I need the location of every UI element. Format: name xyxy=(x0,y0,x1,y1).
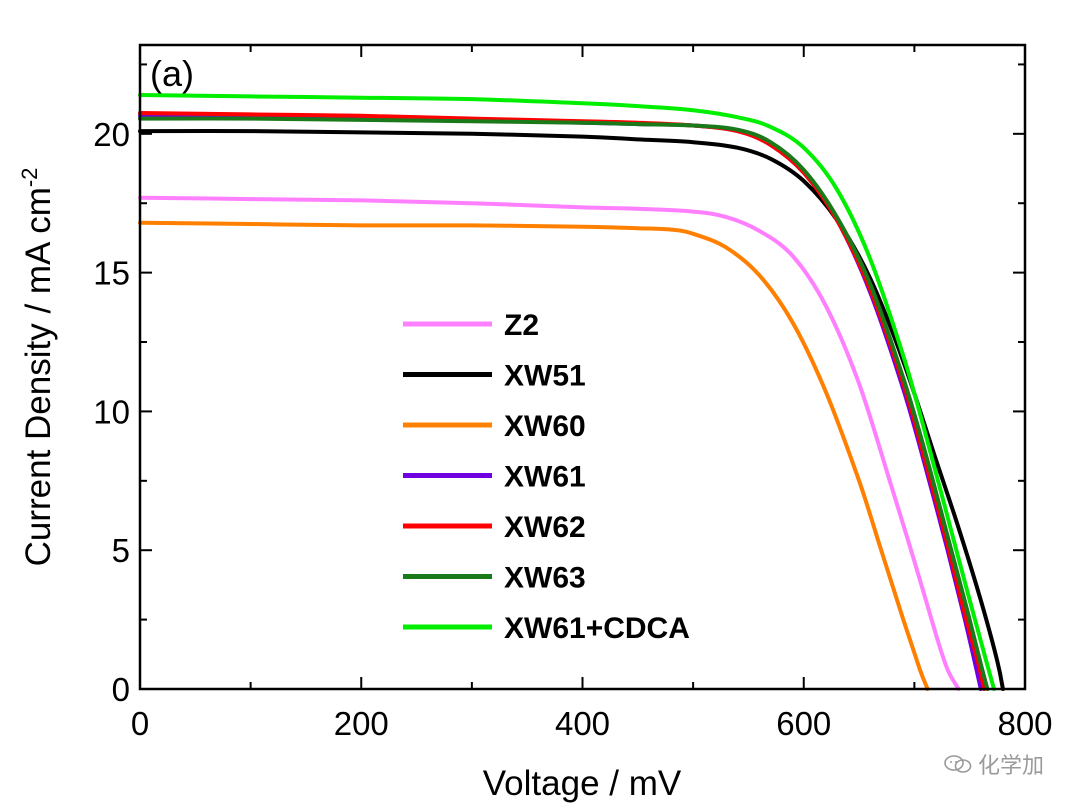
series-line-xw62 xyxy=(138,111,987,691)
legend-label: XW61+CDCA xyxy=(504,612,690,645)
y-tick-label: 20 xyxy=(93,116,130,153)
series-line-xw61 xyxy=(138,113,983,691)
series-line-xw60 xyxy=(138,220,930,691)
legend-label: XW51 xyxy=(504,360,586,393)
watermark-text: 化学加 xyxy=(977,754,1044,779)
x-axis-title: Voltage / mV xyxy=(483,764,682,803)
y-axis-title: Current Density / mA cm-2 xyxy=(17,168,58,567)
legend: Z2 XW51 XW60 XW61 XW62 XW63 XW61+CDCA xyxy=(403,309,690,645)
y-tick-labels: 0 5 10 15 20 xyxy=(93,116,130,708)
panel-label: (a) xyxy=(150,53,194,94)
y-axis-title-main: Current Density / mA cm xyxy=(19,187,58,566)
y-tick-label: 10 xyxy=(93,393,130,430)
x-tick-label: 400 xyxy=(555,705,610,742)
legend-label: XW61 xyxy=(504,461,586,494)
legend-label: XW60 xyxy=(504,410,586,443)
axis-ticks xyxy=(139,45,1026,690)
x-tick-labels: 0 200 400 600 800 xyxy=(131,705,1053,742)
y-tick-label: 15 xyxy=(93,255,130,292)
series-line-z2 xyxy=(138,195,961,691)
series-line-xw61-cdca xyxy=(138,93,996,691)
x-tick-label: 200 xyxy=(334,705,389,742)
x-tick-label: 800 xyxy=(997,705,1052,742)
x-tick-label: 600 xyxy=(776,705,831,742)
series-line-xw63 xyxy=(138,116,990,691)
legend-label: XW62 xyxy=(504,511,586,544)
chat-bubbles-icon xyxy=(944,755,972,773)
y-tick-label: 5 xyxy=(112,532,130,569)
series-line-xw51 xyxy=(138,128,1005,691)
watermark: 化学加 xyxy=(944,748,1044,780)
legend-label: XW63 xyxy=(504,562,586,595)
x-tick-label: 0 xyxy=(131,705,149,742)
y-tick-label: 0 xyxy=(112,671,130,708)
legend-label: Z2 xyxy=(504,309,539,342)
series-curves xyxy=(138,93,1005,691)
y-axis-title-superscript: -2 xyxy=(17,168,42,188)
